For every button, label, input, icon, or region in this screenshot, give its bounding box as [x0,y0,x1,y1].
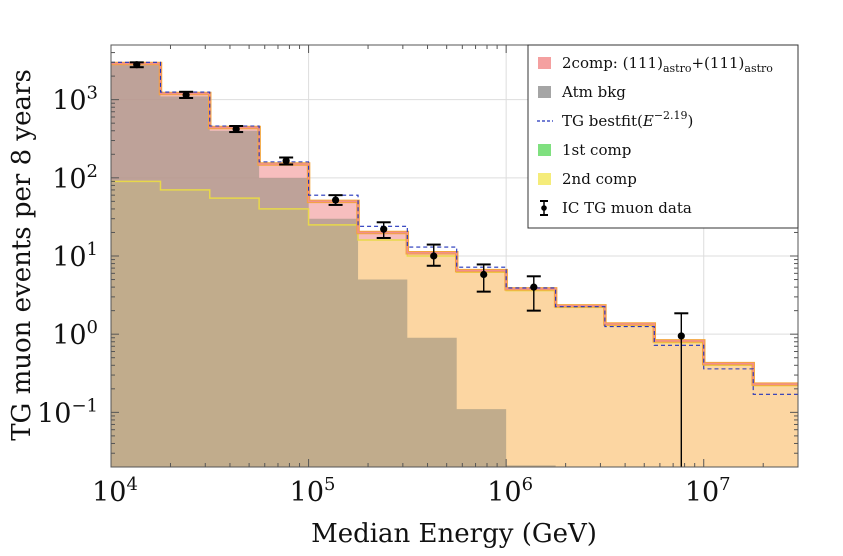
data-point-9 [674,312,689,467]
y-tick-label-2: 101 [52,239,98,273]
legend-item-0: 2comp: (111)astro+(111)astro [538,54,773,75]
legend-swatch [538,144,551,156]
legend-item-1: Atm bkg [538,83,626,101]
y-tick-label-3: 102 [52,161,98,195]
data-marker [480,270,488,279]
legend-item-2: TG bestfit(E−2.19) [537,109,693,130]
x-tick-label-3: 107 [685,474,731,508]
axes: 104 105 106 107 10−1 100 101 102 103 [37,44,799,508]
data-point-4 [328,194,343,206]
legend-label: Atm bkg [561,83,626,101]
x-tick-label-2: 106 [487,474,533,508]
legend-swatch-dot [541,205,547,211]
legend-swatch [538,86,551,98]
data-marker [530,283,538,291]
legend-label: 1st comp [562,141,631,159]
data-marker [133,61,141,69]
data-point-8 [526,275,541,312]
data-marker [331,196,340,204]
data-point-1 [179,90,194,99]
data-point-2 [229,125,244,134]
legend-label: TG bestfit(E−2.19) [562,109,693,130]
data-marker [380,225,388,233]
legend-swatch [538,57,551,69]
legend-item-4: 2nd comp [538,170,637,188]
data-marker [677,332,685,340]
legend-label: 2nd comp [562,170,637,188]
x-tick-label-0: 104 [92,474,138,508]
y-tick-label-4: 103 [52,83,98,117]
x-axis-title: Median Energy (GeV) [311,519,597,549]
data-marker [232,125,240,133]
data-point-5 [376,221,391,239]
legend-box [527,44,799,229]
y-tick-label-0: 10−1 [37,395,98,429]
legend: 2comp: (111)astro+(111)astro Atm bkg TG be… [527,44,799,229]
data-point-6 [426,243,441,267]
data-marker [430,252,438,260]
data-marker [282,157,290,165]
x-tick-label-1: 105 [290,474,336,508]
data-point-3 [279,156,294,166]
legend-item-5: IC TG muon data [540,199,692,217]
series-atm-bkg-area [111,64,798,467]
data-points [129,61,689,467]
y-axis-title: TG muon events per 8 years [7,69,37,441]
data-marker [182,91,190,99]
legend-swatch [538,173,551,185]
legend-label: IC TG muon data [562,199,692,217]
legend-item-3: 1st comp [538,141,631,159]
legend-label: 2comp: (111)astro+(111)astro [562,54,773,75]
series-tg-bestfit-line [111,61,798,395]
data-point-7 [476,263,491,293]
y-tick-label-1: 100 [52,317,98,351]
data-point-0 [129,61,144,69]
